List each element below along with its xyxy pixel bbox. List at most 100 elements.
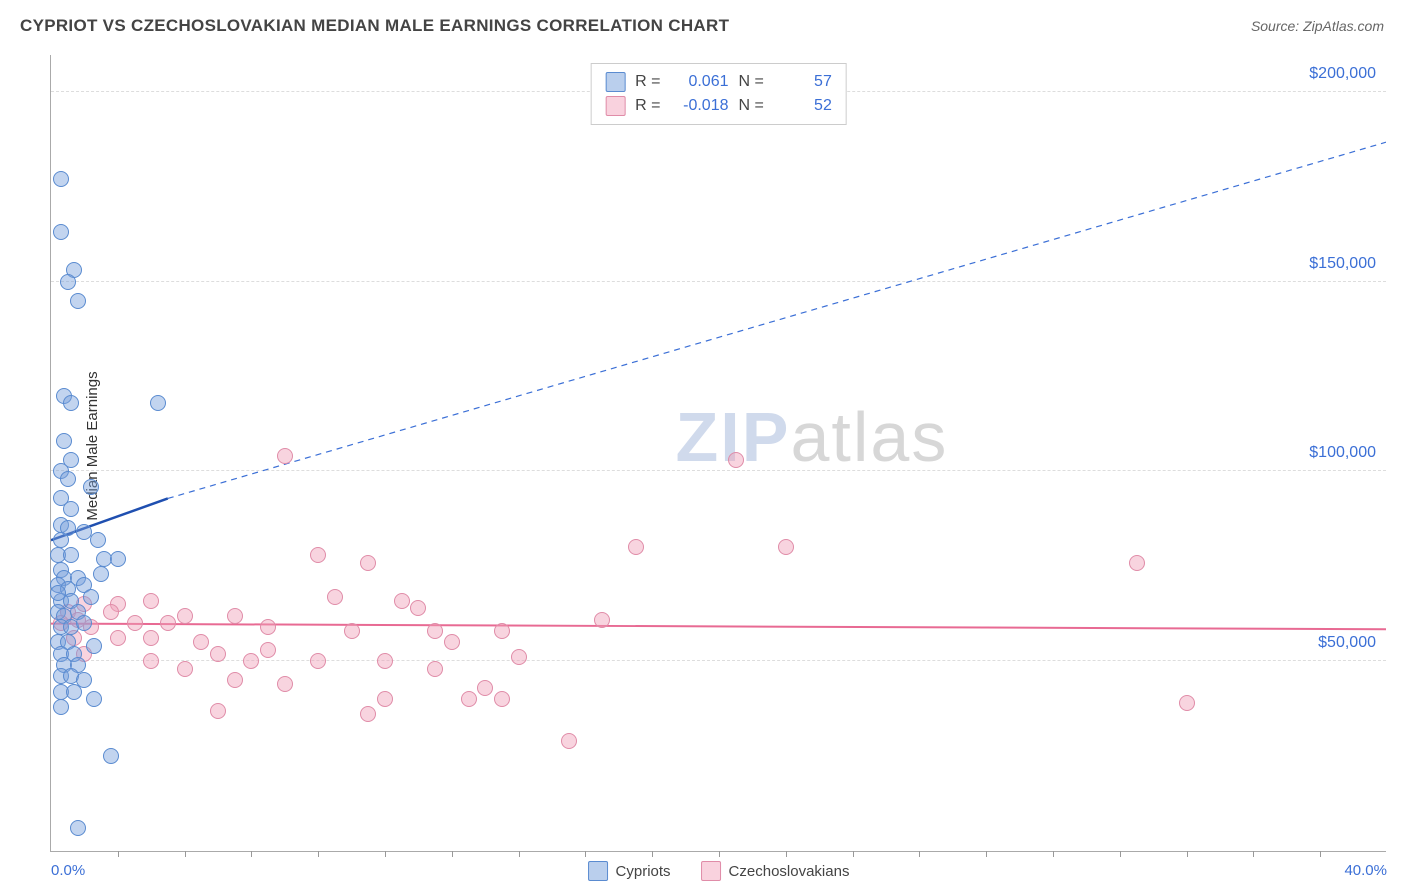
- cypriot-point: [60, 471, 76, 487]
- czech-point: [103, 604, 119, 620]
- czech-point: [628, 539, 644, 555]
- y-tick-label: $100,000: [1309, 444, 1376, 462]
- legend-item-cypriots: Cypriots: [588, 861, 671, 881]
- n-value-cypriots: 57: [774, 70, 832, 94]
- x-tick: [853, 851, 854, 857]
- czech-point: [210, 703, 226, 719]
- x-tick: [719, 851, 720, 857]
- legend-label-czech: Czechoslovakians: [729, 863, 850, 880]
- source-attribution: Source: ZipAtlas.com: [1251, 18, 1384, 34]
- cypriot-point: [76, 615, 92, 631]
- czech-point: [127, 615, 143, 631]
- trend-line: [168, 142, 1386, 498]
- gridline: [51, 470, 1386, 471]
- x-tick: [118, 851, 119, 857]
- stats-legend-box: R = 0.061 N = 57 R = -0.018 N = 52: [590, 63, 847, 125]
- plot-area: ZIPatlas R = 0.061 N = 57 R = -0.018 N =…: [50, 55, 1386, 852]
- x-tick: [385, 851, 386, 857]
- cypriot-point: [70, 293, 86, 309]
- cypriot-point: [103, 748, 119, 764]
- czech-point: [277, 448, 293, 464]
- cypriot-point: [60, 274, 76, 290]
- cypriot-point: [86, 691, 102, 707]
- cypriot-point: [83, 589, 99, 605]
- czech-point: [143, 593, 159, 609]
- r-value-cypriots: 0.061: [671, 70, 729, 94]
- czech-point: [177, 661, 193, 677]
- x-tick: [1187, 851, 1188, 857]
- cypriot-point: [50, 585, 66, 601]
- stats-row-cypriots: R = 0.061 N = 57: [605, 70, 832, 94]
- x-tick: [519, 851, 520, 857]
- czech-point: [360, 706, 376, 722]
- x-tick: [585, 851, 586, 857]
- czech-point: [110, 630, 126, 646]
- y-tick-label: $50,000: [1318, 634, 1376, 652]
- czech-point: [561, 733, 577, 749]
- legend-swatch-czech-icon: [701, 861, 721, 881]
- czech-point: [1179, 695, 1195, 711]
- r-label: R =: [635, 94, 660, 118]
- x-tick: [1320, 851, 1321, 857]
- cypriot-point: [93, 566, 109, 582]
- r-value-czech: -0.018: [671, 94, 729, 118]
- czech-point: [327, 589, 343, 605]
- cypriot-point: [53, 532, 69, 548]
- n-value-czech: 52: [774, 94, 832, 118]
- watermark: ZIPatlas: [676, 397, 949, 477]
- czech-point: [210, 646, 226, 662]
- czech-point: [260, 642, 276, 658]
- czech-point: [494, 623, 510, 639]
- czech-point: [360, 555, 376, 571]
- czech-point: [477, 680, 493, 696]
- czech-point: [427, 623, 443, 639]
- czech-point: [410, 600, 426, 616]
- czech-point: [511, 649, 527, 665]
- cypriot-point: [86, 638, 102, 654]
- n-label: N =: [739, 70, 764, 94]
- cypriot-point: [70, 820, 86, 836]
- x-tick: [786, 851, 787, 857]
- x-tick: [251, 851, 252, 857]
- czech-point: [260, 619, 276, 635]
- czech-point: [344, 623, 360, 639]
- x-tick: [1120, 851, 1121, 857]
- cypriot-point: [56, 433, 72, 449]
- x-tick: [919, 851, 920, 857]
- czech-point: [160, 615, 176, 631]
- x-tick: [652, 851, 653, 857]
- chart-title: CYPRIOT VS CZECHOSLOVAKIAN MEDIAN MALE E…: [20, 16, 729, 36]
- czech-point: [377, 691, 393, 707]
- czech-point: [394, 593, 410, 609]
- x-tick-label-left: 0.0%: [51, 862, 85, 879]
- czech-point: [143, 630, 159, 646]
- trend-line: [51, 624, 1386, 630]
- swatch-cypriots-icon: [605, 72, 625, 92]
- cypriot-point: [110, 551, 126, 567]
- swatch-czech-icon: [605, 96, 625, 116]
- cypriot-point: [150, 395, 166, 411]
- czech-point: [494, 691, 510, 707]
- cypriot-point: [90, 532, 106, 548]
- gridline: [51, 281, 1386, 282]
- x-tick: [986, 851, 987, 857]
- cypriot-point: [53, 699, 69, 715]
- czech-point: [427, 661, 443, 677]
- n-label: N =: [739, 94, 764, 118]
- watermark-atlas: atlas: [790, 398, 948, 476]
- x-tick: [452, 851, 453, 857]
- legend-label-cypriots: Cypriots: [616, 863, 671, 880]
- czech-point: [778, 539, 794, 555]
- czech-point: [193, 634, 209, 650]
- czech-point: [277, 676, 293, 692]
- chart-container: CYPRIOT VS CZECHOSLOVAKIAN MEDIAN MALE E…: [0, 0, 1406, 892]
- czech-point: [177, 608, 193, 624]
- x-tick-label-right: 40.0%: [1344, 862, 1387, 879]
- legend-swatch-cypriots-icon: [588, 861, 608, 881]
- czech-point: [377, 653, 393, 669]
- czech-point: [227, 672, 243, 688]
- y-tick-label: $150,000: [1309, 255, 1376, 273]
- czech-point: [310, 547, 326, 563]
- x-tick: [185, 851, 186, 857]
- czech-point: [143, 653, 159, 669]
